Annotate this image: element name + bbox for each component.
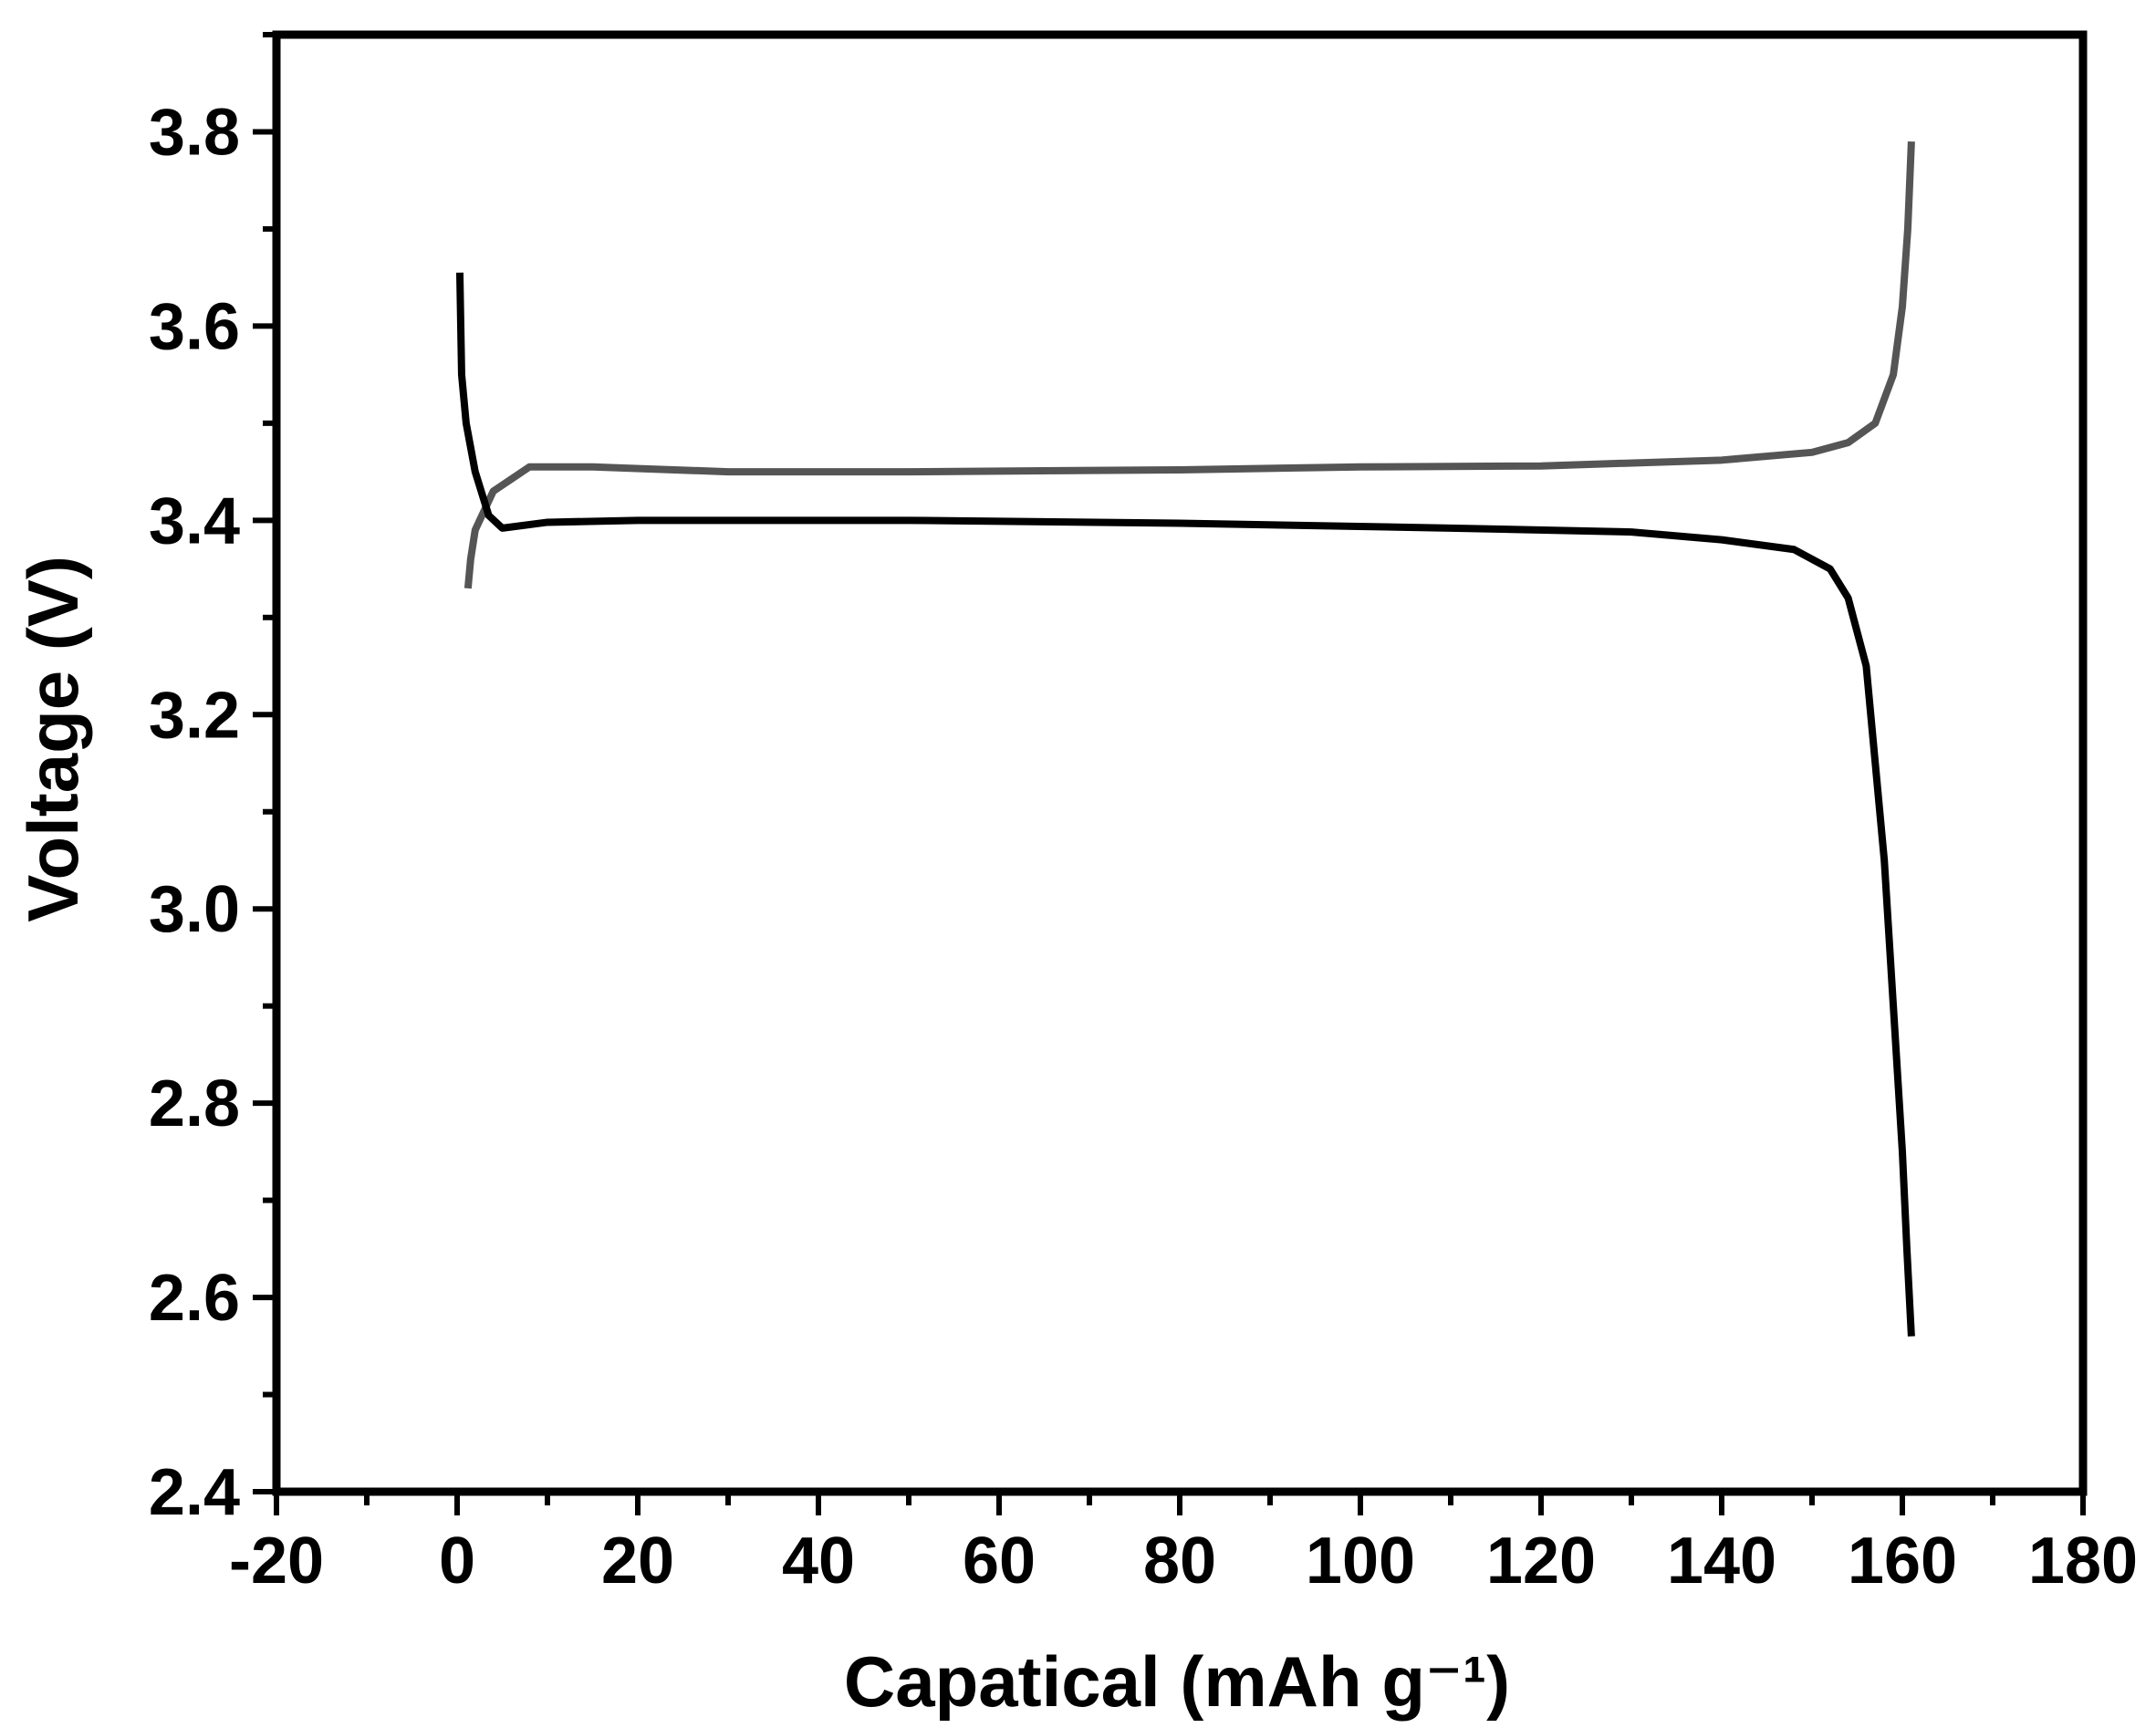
line-series: [455, 272, 1915, 1337]
y-tick-label: 2.4: [149, 1456, 240, 1529]
x-tick-label: 120: [1486, 1525, 1596, 1598]
x-tick-label: 0: [439, 1525, 475, 1598]
y-tick-label: 3.4: [149, 484, 240, 557]
x-axis-label: Capatical (mAh g⁻¹): [844, 1641, 1510, 1722]
y-axis-label: Voltage (V): [13, 556, 93, 922]
plot-frame: [272, 30, 2088, 1496]
y-tick-label: 2.6: [149, 1262, 240, 1335]
line-series: [463, 141, 1915, 589]
x-tick-label: -20: [229, 1525, 324, 1598]
x-tick-label: 100: [1306, 1525, 1415, 1598]
y-tick-label: 2.8: [149, 1067, 240, 1140]
x-tick-label: 80: [1143, 1525, 1216, 1598]
x-tick-label: 60: [963, 1525, 1036, 1598]
y-tick-label: 3.8: [149, 96, 240, 169]
x-tick-label: 20: [601, 1525, 674, 1598]
y-tick-label: 3.6: [149, 290, 240, 363]
y-tick-label: 3.0: [149, 873, 240, 946]
x-tick-label: 40: [782, 1525, 855, 1598]
x-tick-label: 140: [1667, 1525, 1776, 1598]
x-tick-label: 180: [2028, 1525, 2138, 1598]
y-tick-label: 3.2: [149, 679, 240, 752]
x-tick-label: 160: [1848, 1525, 1957, 1598]
